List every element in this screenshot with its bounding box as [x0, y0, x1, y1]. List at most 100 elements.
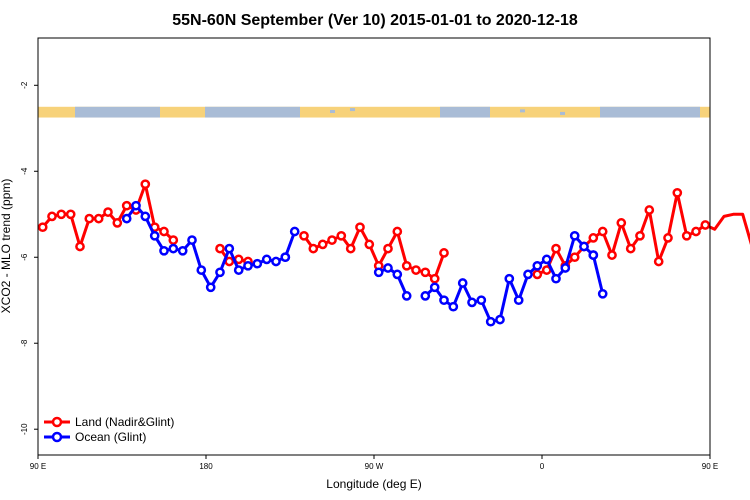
series-line	[125, 204, 286, 289]
data-point	[168, 243, 179, 254]
band-ocean-patch	[330, 110, 335, 114]
x-tick-label: 90 E	[702, 462, 718, 471]
data-point	[140, 211, 151, 222]
data-point	[37, 222, 48, 233]
data-point	[429, 282, 440, 293]
data-point	[476, 295, 487, 306]
x-axis: 90 E 180 90 W 0 90 E	[30, 455, 718, 471]
band-ocean	[440, 106, 490, 118]
data-point	[532, 269, 543, 280]
data-point	[644, 205, 655, 215]
data-point	[196, 265, 207, 275]
y-tick-label: -6	[20, 253, 29, 261]
y-tick-label: -2	[20, 81, 29, 89]
data-point	[448, 301, 459, 312]
x-tick-label: 0	[540, 462, 545, 471]
data-point	[467, 297, 477, 308]
data-point	[439, 295, 449, 306]
data-point	[541, 254, 552, 265]
band-ocean	[600, 106, 700, 118]
data-point	[560, 263, 571, 273]
data-point	[233, 265, 244, 275]
data-point	[504, 273, 515, 284]
band-ocean-patch	[110, 108, 115, 112]
legend-marker-land	[51, 416, 63, 428]
data-point	[495, 314, 505, 325]
data-point	[243, 260, 253, 271]
data-point	[401, 291, 412, 301]
data-point	[616, 218, 627, 228]
x-tick-label: 90 W	[365, 462, 384, 471]
data-point	[551, 243, 561, 254]
data-point	[523, 269, 533, 280]
x-axis-label: Longitude (deg E)	[326, 477, 421, 491]
data-point	[289, 226, 300, 237]
y-axis-label: XCO2 - MLO trend (ppm)	[0, 179, 13, 314]
data-point	[439, 248, 449, 258]
data-point	[551, 273, 561, 284]
data-point	[355, 222, 365, 233]
data-point	[261, 254, 272, 265]
data-point	[112, 218, 123, 228]
band-land	[38, 106, 710, 118]
legend-label-ocean: Ocean (Glint)	[75, 430, 146, 444]
data-point	[429, 273, 440, 284]
x-tick-label: 180	[199, 462, 213, 471]
series-line	[536, 191, 750, 276]
band-ocean-patch	[150, 111, 155, 115]
data-point	[672, 187, 683, 198]
data-point	[700, 220, 711, 230]
data-point	[308, 243, 319, 254]
data-point	[532, 260, 543, 271]
data-point	[373, 267, 384, 278]
series-line	[591, 254, 605, 295]
data-point	[187, 235, 197, 245]
data-point	[691, 226, 701, 237]
data-point	[364, 239, 375, 250]
chart-title: 55N-60N September (Ver 10) 2015-01-01 to…	[172, 12, 578, 29]
data-point	[345, 243, 356, 254]
series-line	[378, 266, 409, 297]
legend-marker-ocean	[51, 431, 63, 443]
data-point	[65, 209, 76, 220]
y-tick-label: -8	[20, 339, 29, 347]
data-point	[597, 226, 608, 237]
data-point	[401, 260, 412, 271]
data-point	[569, 230, 580, 241]
data-point	[681, 230, 692, 241]
data-point	[420, 291, 431, 301]
y-tick-label: -10	[20, 423, 29, 435]
data-point	[588, 250, 599, 260]
data-point	[121, 213, 132, 224]
data-point	[327, 235, 337, 245]
data-point	[569, 252, 580, 263]
band-ocean-patch	[560, 111, 565, 115]
y-tick-label: -4	[20, 167, 29, 175]
data-point	[663, 233, 673, 243]
y-axis: -2 -4 -6 -8 -10	[20, 81, 38, 435]
data-point	[131, 200, 141, 211]
data-point	[177, 245, 188, 256]
data-point	[47, 211, 57, 222]
data-point	[215, 243, 225, 254]
data-point	[317, 239, 328, 250]
data-point	[383, 263, 393, 273]
band-ocean-patch	[350, 108, 355, 112]
data-point	[168, 235, 179, 245]
data-point	[485, 316, 496, 327]
data-point	[224, 243, 235, 254]
data-point	[607, 250, 617, 260]
data-point	[336, 230, 347, 241]
legend-label-land: Land (Nadir&Glint)	[75, 415, 174, 429]
x-tick-label: 90 E	[30, 462, 46, 471]
data-point	[597, 288, 608, 299]
data-point	[159, 245, 169, 256]
data-point	[635, 230, 645, 241]
data-point	[588, 233, 599, 243]
land-ocean-band	[38, 106, 710, 118]
data-point	[392, 269, 403, 280]
data-point	[75, 241, 85, 252]
band-ocean-patch	[520, 109, 525, 113]
data-point	[513, 295, 524, 306]
